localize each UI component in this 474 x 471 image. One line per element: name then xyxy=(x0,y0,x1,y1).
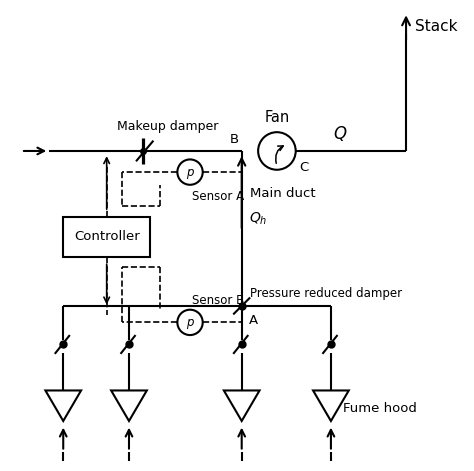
Text: Sensor B: Sensor B xyxy=(192,294,245,308)
Text: Stack: Stack xyxy=(415,19,458,34)
Text: Fan: Fan xyxy=(264,110,290,125)
Text: Controller: Controller xyxy=(74,230,139,243)
Text: Pressure reduced damper: Pressure reduced damper xyxy=(250,287,402,300)
Text: C: C xyxy=(300,161,309,174)
Text: p: p xyxy=(186,316,194,329)
Circle shape xyxy=(177,310,203,335)
Text: $Q$: $Q$ xyxy=(333,123,347,143)
Text: Fume hood: Fume hood xyxy=(343,402,417,415)
Text: Main duct: Main duct xyxy=(250,187,316,200)
Circle shape xyxy=(177,159,203,185)
Text: p: p xyxy=(186,166,194,179)
Bar xyxy=(63,217,150,257)
Text: Sensor A: Sensor A xyxy=(192,190,245,203)
Text: $Q_h$: $Q_h$ xyxy=(249,211,267,227)
Text: A: A xyxy=(249,314,258,326)
Text: B: B xyxy=(230,133,239,146)
Text: Makeup damper: Makeup damper xyxy=(117,120,219,133)
